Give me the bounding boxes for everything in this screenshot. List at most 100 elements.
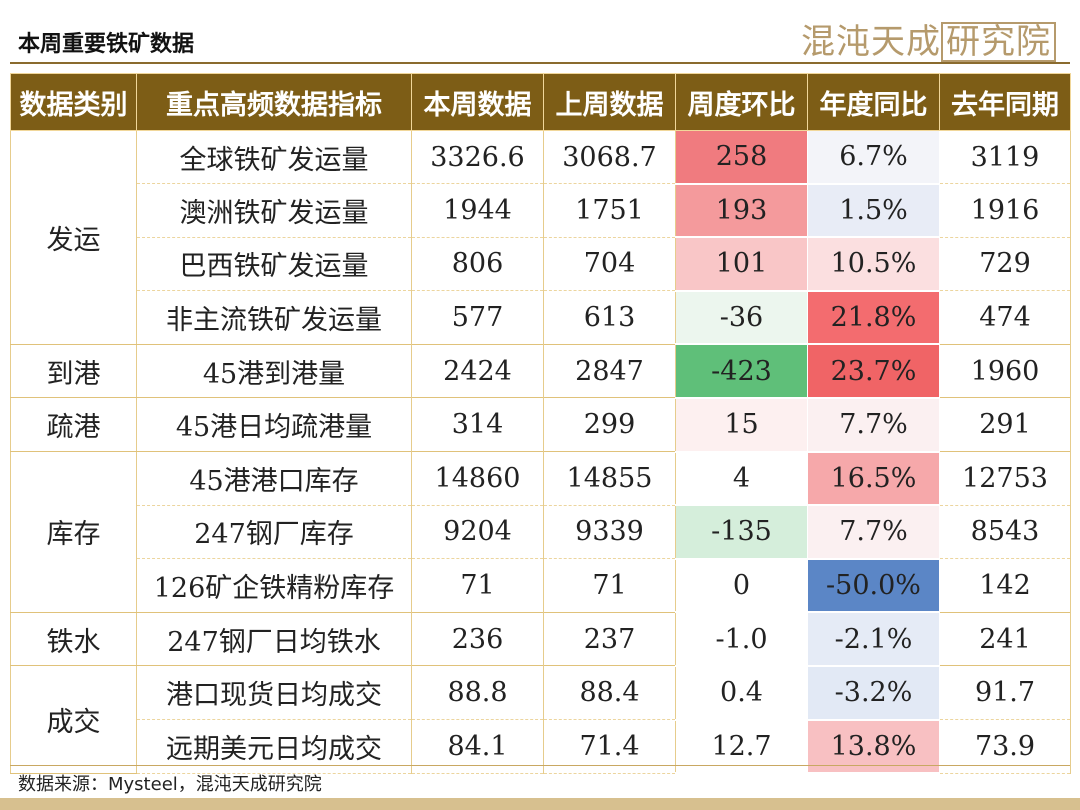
this-week-cell: 84.1 (411, 719, 544, 774)
column-header: 上周数据 (543, 73, 676, 131)
this-week-cell: 9204 (411, 504, 544, 560)
category-cell: 库存 (10, 451, 137, 613)
this-week-cell: 3326.6 (411, 129, 544, 185)
wow-change-cell: 0.4 (675, 665, 808, 721)
this-week-cell: 314 (411, 397, 544, 453)
last-year-cell: 729 (939, 236, 1071, 292)
this-week-cell: 1944 (411, 183, 544, 238)
table-body: 发运 全球铁矿发运量 3326.6 3068.7 258 6.7% 3119 澳洲铁矿发运量 1… (10, 129, 1071, 775)
column-header: 年度同比 (807, 73, 940, 131)
category-cell: 到港 (10, 343, 137, 399)
brand-name: 混沌天成 (801, 22, 941, 62)
column-header: 本周数据 (411, 73, 544, 131)
column-header: 重点高频数据指标 (136, 73, 412, 131)
indicator-cell: 远期美元日均成交 (136, 719, 412, 774)
indicator-cell: 全球铁矿发运量 (136, 129, 412, 185)
wow-change-cell: 4 (675, 451, 808, 507)
last-week-cell: 88.4 (543, 665, 676, 721)
this-week-cell: 236 (411, 611, 544, 667)
category-cell: 成交 (10, 665, 137, 774)
source-note: 数据来源：Mysteel，混沌天成研究院 (18, 774, 322, 795)
indicator-cell: 247钢厂日均铁水 (136, 611, 412, 667)
indicator-cell: 126矿企铁精粉库存 (136, 558, 412, 613)
yoy-change-cell: 23.7% (807, 343, 940, 399)
wow-change-cell: -1.0 (675, 611, 808, 667)
last-year-cell: 291 (939, 397, 1071, 453)
brand-logo: 混沌天成 研究院 (801, 14, 1056, 63)
table-row: 到港 45港到港量 2424 2847 -423 23.7% 1960 (10, 343, 1071, 399)
last-week-cell: 613 (543, 290, 676, 345)
last-year-cell: 12753 (939, 451, 1071, 506)
yoy-change-cell: -3.2% (807, 665, 940, 721)
this-week-cell: 88.8 (411, 665, 544, 721)
wow-change-cell: -135 (675, 504, 808, 560)
yoy-change-cell: 7.7% (807, 397, 940, 453)
this-week-cell: 2424 (411, 343, 544, 399)
wow-change-cell: 15 (675, 397, 808, 453)
last-week-cell: 9339 (543, 504, 676, 560)
wow-change-cell: 101 (675, 236, 808, 292)
last-year-cell: 3119 (939, 129, 1071, 185)
this-week-cell: 71 (411, 558, 544, 613)
yoy-change-cell: 21.8% (807, 289, 940, 346)
indicator-cell: 巴西铁矿发运量 (136, 236, 412, 292)
table-row: 巴西铁矿发运量 806 704 101 10.5% 729 (11, 236, 1071, 292)
brand-box: 研究院 (941, 22, 1056, 62)
yoy-change-cell: 16.5% (807, 451, 940, 507)
yoy-change-cell: 10.5% (807, 236, 940, 292)
indicator-cell: 45港港口库存 (136, 451, 412, 506)
last-week-cell: 3068.7 (543, 129, 676, 185)
last-week-cell: 237 (543, 611, 676, 667)
yoy-change-cell: 7.7% (807, 504, 940, 560)
header-divider (10, 62, 1070, 64)
column-header: 数据类别 (10, 73, 137, 131)
last-week-cell: 71 (543, 558, 676, 613)
last-year-cell: 73.9 (939, 719, 1071, 774)
wow-change-cell: -36 (675, 289, 808, 346)
bottom-bar (0, 798, 1080, 810)
wow-change-cell: 193 (675, 182, 808, 239)
last-year-cell: 241 (939, 611, 1071, 667)
column-header: 周度环比 (675, 73, 808, 131)
table-row: 126矿企铁精粉库存 71 71 0 -50.0% 142 (11, 557, 1071, 614)
table-row: 247钢厂库存 9204 9339 -135 7.7% 8543 (11, 504, 1071, 560)
this-week-cell: 577 (411, 290, 544, 345)
last-week-cell: 71.4 (543, 719, 676, 774)
yoy-change-cell: 6.7% (807, 129, 940, 185)
yoy-change-cell: -50.0% (807, 557, 940, 614)
last-week-cell: 2847 (543, 343, 676, 399)
yoy-change-cell: 1.5% (807, 182, 940, 239)
category-cell: 疏港 (10, 397, 137, 453)
last-year-cell: 1916 (939, 183, 1071, 238)
category-cell: 发运 (10, 130, 137, 345)
table-row: 非主流铁矿发运量 577 613 -36 21.8% 474 (11, 289, 1071, 346)
last-year-cell: 8543 (939, 504, 1071, 560)
this-week-cell: 14860 (411, 451, 544, 506)
table-row: 发运 全球铁矿发运量 3326.6 3068.7 258 6.7% 3119 (10, 129, 1071, 345)
column-header: 去年同期 (939, 73, 1071, 131)
last-year-cell: 91.7 (939, 665, 1071, 721)
wow-change-cell: -423 (675, 343, 808, 399)
last-year-cell: 1960 (939, 343, 1071, 399)
footer-divider (10, 765, 1070, 766)
wow-change-cell: 0 (675, 557, 808, 614)
table-row: 库存 45港港口库存 14860 14855 4 16.5% 12753 (10, 451, 1071, 613)
this-week-cell: 806 (411, 236, 544, 292)
indicator-cell: 247钢厂库存 (136, 504, 412, 560)
table-row: 澳洲铁矿发运量 1944 1751 193 1.5% 1916 (11, 182, 1071, 239)
yoy-change-cell: -2.1% (807, 611, 940, 667)
page-title: 本周重要铁矿数据 (18, 32, 195, 57)
last-week-cell: 14855 (543, 451, 676, 506)
table-row: 成交 港口现货日均成交 88.8 88.4 0.4 -3.2% 91.7 (10, 665, 1071, 774)
last-week-cell: 704 (543, 236, 676, 292)
last-year-cell: 474 (939, 290, 1071, 345)
indicator-cell: 港口现货日均成交 (136, 665, 412, 721)
wow-change-cell: 258 (675, 129, 808, 185)
table-row: 铁水 247钢厂日均铁水 236 237 -1.0 -2.1% 241 (10, 611, 1071, 667)
table-header-row: 数据类别 重点高频数据指标 本周数据 上周数据 周度环比 年度同比 去年同期 (10, 73, 1071, 131)
yoy-change-cell: 13.8% (807, 718, 940, 775)
last-week-cell: 299 (543, 397, 676, 453)
indicator-cell: 45港日均疏港量 (136, 397, 412, 453)
last-year-cell: 142 (939, 558, 1071, 613)
last-week-cell: 1751 (543, 183, 676, 238)
